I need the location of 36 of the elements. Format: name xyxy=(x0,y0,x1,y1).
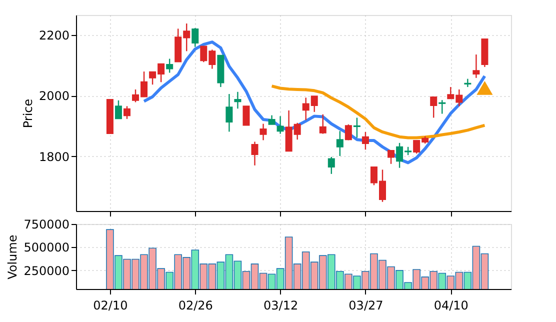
x-tick-label: 04/10 xyxy=(434,298,468,312)
candlestick xyxy=(251,141,258,166)
candlestick xyxy=(362,131,369,150)
candlestick xyxy=(260,123,267,141)
x-tick-label: 03/12 xyxy=(264,298,298,312)
y-tick-label: 250000 xyxy=(24,264,70,278)
x-tick-label: 03/27 xyxy=(348,298,384,312)
y-tick-label: 2200 xyxy=(38,28,70,42)
candlestick xyxy=(430,96,438,118)
candlestick xyxy=(328,156,335,175)
y-tick-label: 2000 xyxy=(38,89,70,104)
y-axis-title: Price xyxy=(20,98,35,128)
candlestick xyxy=(114,100,122,120)
candlestick xyxy=(166,58,174,74)
y-tick-label: 750000 xyxy=(24,218,70,232)
candlestick xyxy=(464,78,472,88)
candlestick xyxy=(234,91,242,110)
y-axis-title: Volume xyxy=(6,234,20,280)
candlestick xyxy=(268,114,276,125)
candlestick xyxy=(276,116,284,134)
candlestick xyxy=(319,114,326,134)
candlestick xyxy=(226,93,233,132)
x-tick-label: 02/26 xyxy=(178,298,213,312)
candlestick xyxy=(353,117,360,138)
candlestick xyxy=(388,150,395,164)
candlestick xyxy=(438,99,446,114)
y-tick-label: 1800 xyxy=(38,150,70,164)
candlestick xyxy=(123,106,130,120)
candlestick xyxy=(472,54,480,78)
line-series xyxy=(270,84,486,140)
candlestick xyxy=(344,124,352,141)
candlestick xyxy=(192,27,199,48)
candlestick xyxy=(336,130,344,157)
y-tick-label: 500000 xyxy=(24,240,70,255)
x-tick-label: 02/10 xyxy=(93,298,128,312)
candlestick xyxy=(242,106,250,126)
